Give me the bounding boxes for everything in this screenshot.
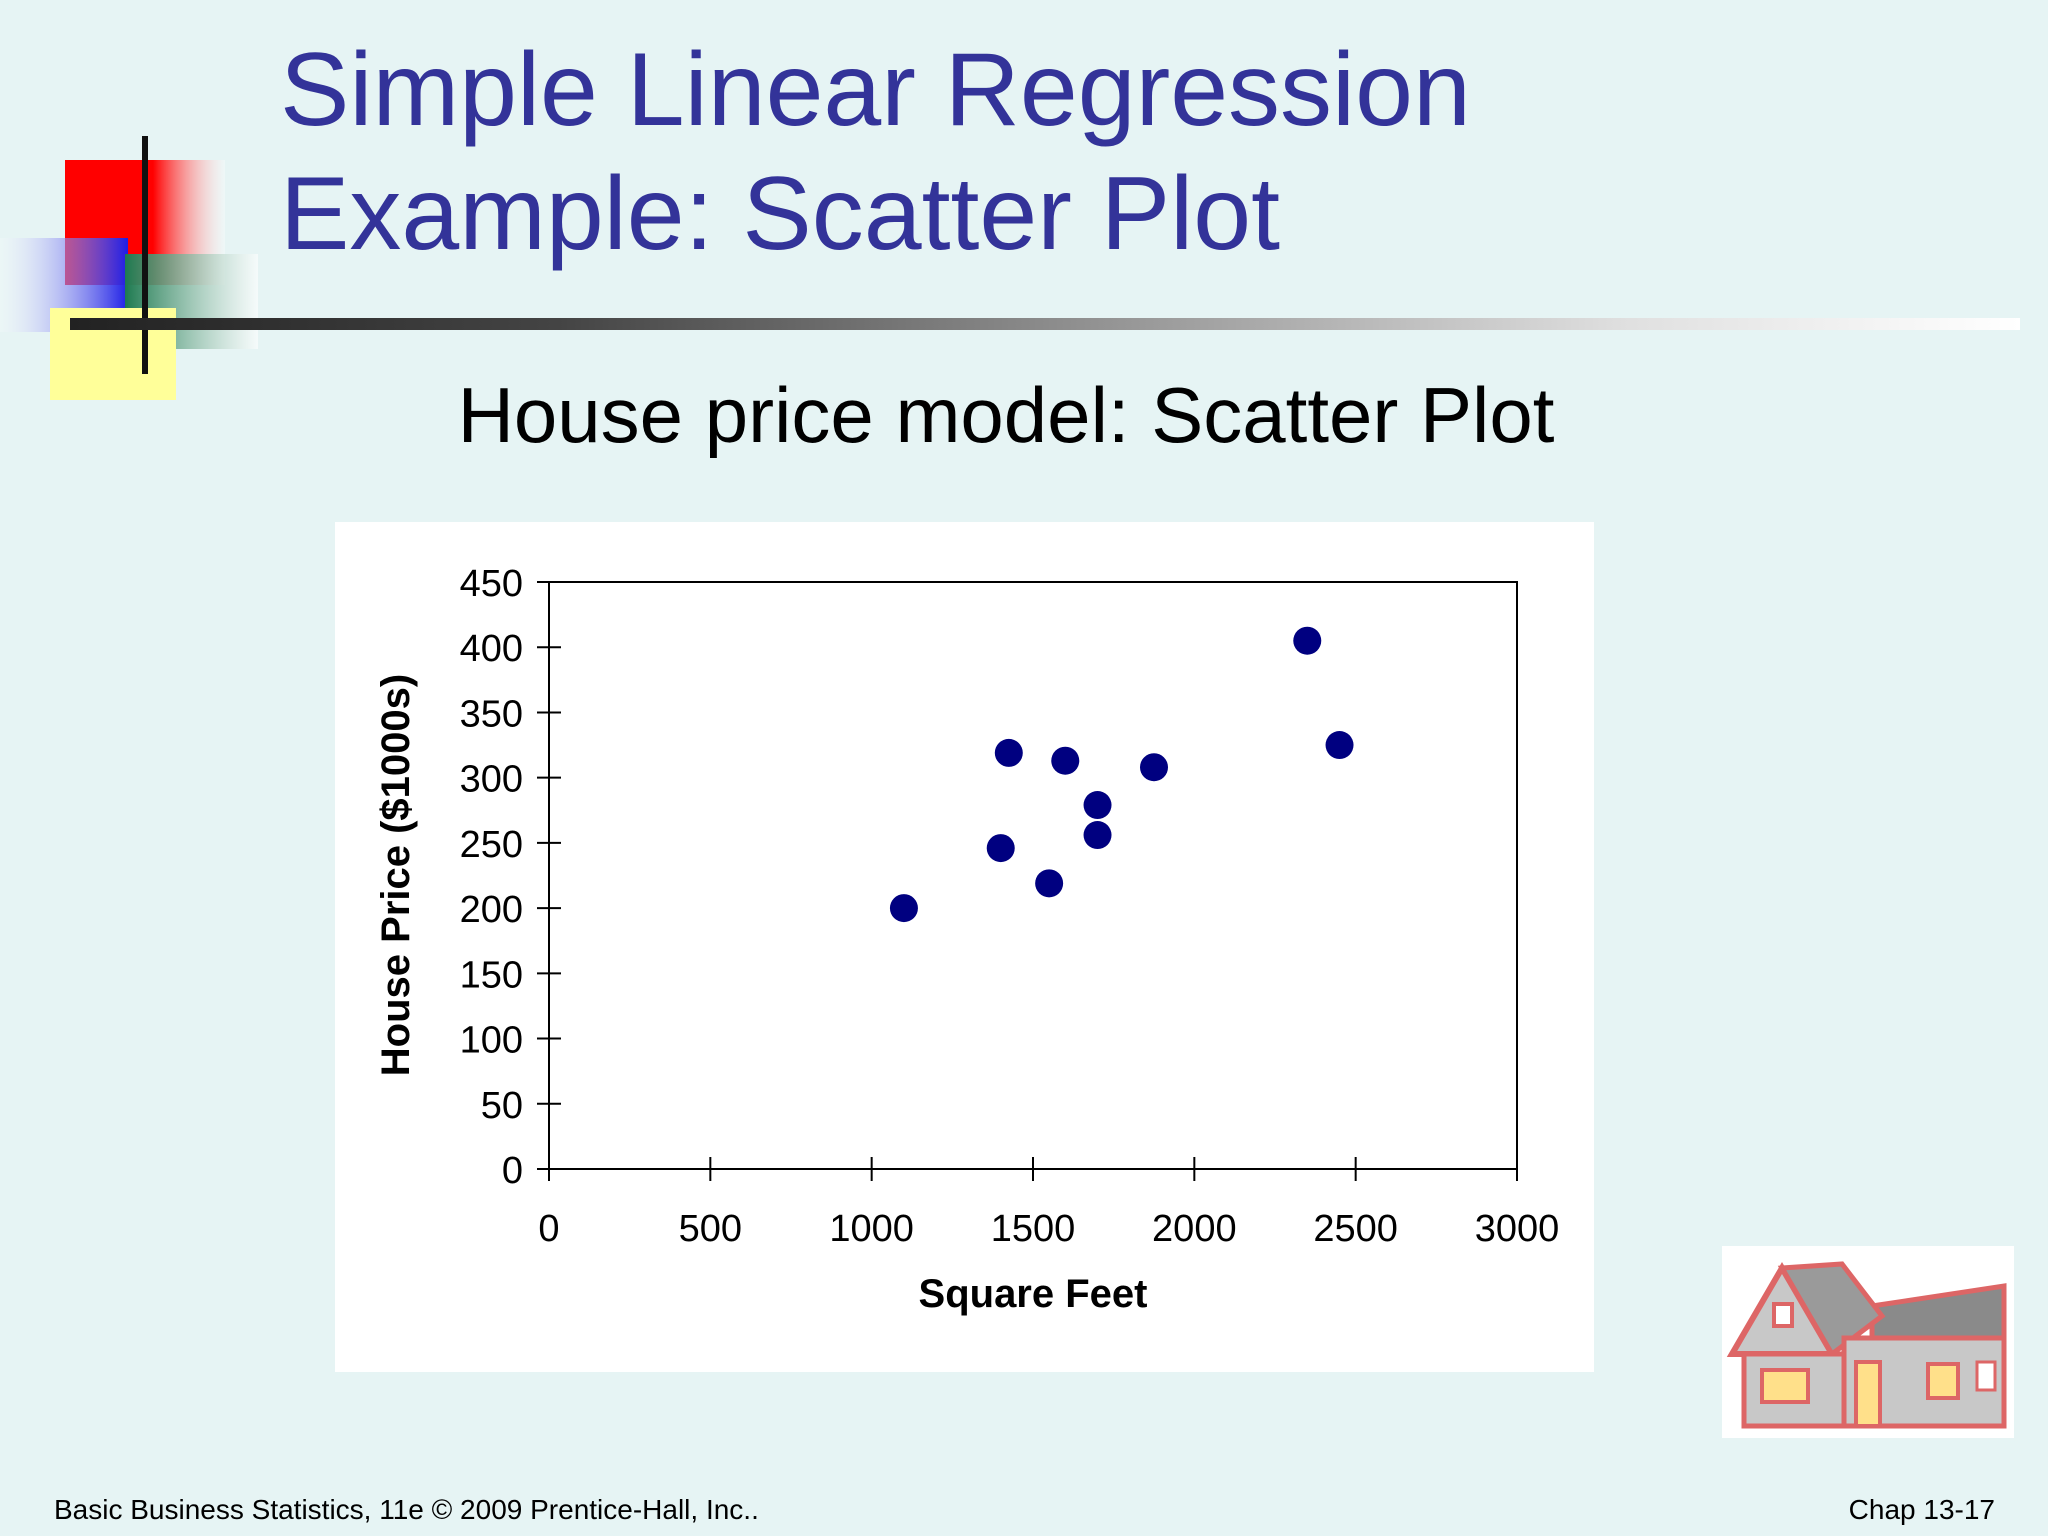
y-axis-label: House Price ($1000s) bbox=[374, 674, 418, 1076]
y-tick-label: 150 bbox=[460, 954, 523, 996]
subtitle-text: House price model: Scatter Plot bbox=[457, 371, 1555, 459]
y-axis: 0 50 100 150 200 250 300 350 400 450 bbox=[460, 563, 561, 1192]
x-tick-label: 2500 bbox=[1313, 1208, 1398, 1250]
y-tick-label: 0 bbox=[502, 1150, 523, 1192]
data-point bbox=[1325, 731, 1354, 760]
x-axis: 0 500 1000 1500 2000 2500 3000 bbox=[538, 1157, 1559, 1250]
data-point bbox=[889, 894, 918, 923]
data-point bbox=[1293, 626, 1322, 655]
title-line-1: Simple Linear Regression bbox=[280, 32, 1471, 148]
slide-title: Simple Linear Regression Example: Scatte… bbox=[280, 28, 1471, 276]
house-clipart bbox=[1722, 1246, 2014, 1438]
scatter-chart: 0 50 100 150 200 250 300 350 400 450 0 500 1000 1500… bbox=[374, 563, 1559, 1316]
x-tick-label: 0 bbox=[538, 1208, 559, 1250]
data-point bbox=[1140, 753, 1168, 782]
slide-subtitle: House price model: Scatter Plot bbox=[0, 370, 2048, 461]
y-tick-label: 250 bbox=[460, 824, 523, 866]
data-point bbox=[1035, 869, 1064, 898]
x-tick-label: 2000 bbox=[1152, 1208, 1237, 1250]
y-tick-label: 300 bbox=[460, 759, 523, 801]
y-tick-label: 400 bbox=[460, 628, 523, 670]
title-underline bbox=[70, 318, 2020, 330]
x-tick-label: 500 bbox=[679, 1208, 742, 1250]
y-tick-label: 350 bbox=[460, 693, 523, 735]
data-points bbox=[889, 626, 1354, 923]
plot-area-frame bbox=[548, 581, 1518, 1170]
x-tick-label: 3000 bbox=[1475, 1208, 1560, 1250]
data-point bbox=[1083, 821, 1112, 850]
data-point bbox=[986, 834, 1015, 863]
x-axis-label: Square Feet bbox=[919, 1272, 1148, 1316]
y-tick-label: 100 bbox=[460, 1020, 523, 1062]
x-tick-label: 1000 bbox=[829, 1208, 914, 1250]
y-tick-label: 50 bbox=[481, 1085, 523, 1127]
footer-source: Basic Business Statistics, 11e © 2009 Pr… bbox=[54, 1494, 759, 1525]
data-point bbox=[1083, 791, 1112, 820]
title-line-2: Example: Scatter Plot bbox=[280, 156, 1280, 272]
data-point bbox=[994, 738, 1023, 767]
decorative-squares bbox=[0, 136, 258, 400]
x-tick-label: 1500 bbox=[991, 1208, 1076, 1250]
y-tick-label: 450 bbox=[460, 563, 523, 605]
data-point bbox=[1051, 746, 1080, 775]
footer-slide-number: Chap 13-17 bbox=[1848, 1494, 1995, 1525]
chart-panel: 0 50 100 150 200 250 300 350 400 450 0 500 1000 1500… bbox=[335, 522, 1594, 1372]
y-tick-label: 200 bbox=[460, 889, 523, 931]
